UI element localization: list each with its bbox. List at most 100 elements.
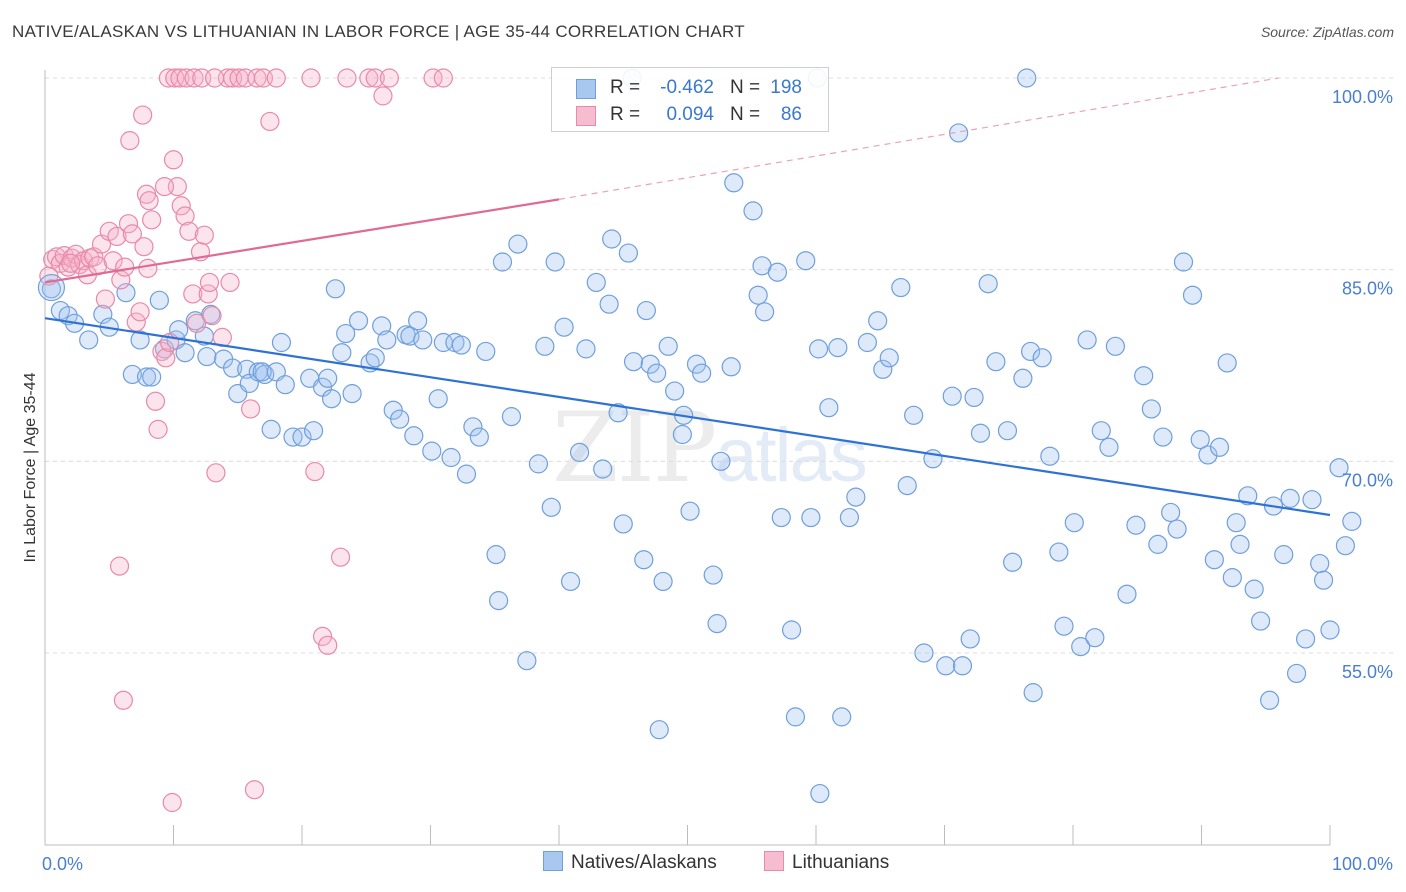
point-natives — [261, 419, 281, 439]
point-natives — [408, 311, 428, 331]
point-natives — [469, 427, 489, 447]
trend-line-lithuanians — [44, 198, 560, 284]
point-natives — [1134, 366, 1154, 386]
point-natives — [1105, 336, 1126, 356]
point-natives — [942, 386, 962, 406]
point-natives — [1148, 534, 1168, 554]
point-natives — [1226, 513, 1246, 533]
point-natives — [914, 643, 934, 663]
point-natives — [1020, 341, 1041, 362]
point-natives — [613, 514, 633, 534]
point-natives — [1230, 534, 1250, 554]
point-natives — [1182, 285, 1203, 305]
point-natives — [404, 426, 424, 446]
point-natives — [275, 375, 295, 395]
point-lithuanians — [148, 419, 168, 439]
point-natives — [781, 620, 802, 640]
point-natives — [1013, 368, 1033, 388]
point-lithuanians — [139, 191, 159, 211]
point-natives — [463, 417, 483, 437]
x-tick-label: 0.0% — [42, 854, 83, 874]
point-natives — [1017, 68, 1037, 88]
point-natives — [796, 251, 816, 271]
point-natives — [1295, 629, 1316, 649]
y-tick-label: 85.0% — [1342, 279, 1393, 299]
point-natives — [122, 364, 142, 385]
point-natives — [1049, 542, 1069, 562]
point-natives — [149, 290, 169, 310]
point-natives — [1167, 519, 1187, 539]
point-lithuanians — [220, 272, 240, 293]
point-natives — [377, 330, 397, 350]
point-natives — [303, 421, 324, 441]
point-natives — [441, 447, 461, 468]
point-natives — [508, 234, 528, 254]
point-lithuanians — [183, 284, 203, 304]
point-natives — [1190, 430, 1210, 450]
point-natives — [1032, 348, 1052, 368]
point-natives — [986, 352, 1006, 372]
point-lithuanians — [118, 214, 139, 234]
point-natives — [636, 300, 656, 321]
point-natives — [1173, 252, 1194, 272]
point-natives — [321, 389, 342, 409]
point-natives — [658, 336, 678, 356]
point-natives — [771, 507, 791, 528]
point-natives — [1274, 545, 1294, 565]
point-natives — [1209, 437, 1230, 457]
point-natives — [1217, 353, 1237, 373]
point-natives — [560, 571, 581, 592]
point-natives — [1204, 550, 1224, 570]
chart-source: Source: ZipAtlas.com — [1260, 24, 1394, 40]
point-lithuanians — [115, 257, 135, 277]
point-natives — [342, 384, 362, 404]
point-natives — [501, 407, 522, 427]
point-lithuanians — [202, 306, 222, 326]
point-lithuanians — [103, 251, 123, 271]
point-natives — [754, 302, 775, 322]
legend-n-label: N = — [730, 77, 761, 98]
point-natives — [879, 348, 899, 368]
point-lithuanians — [122, 224, 142, 244]
point-natives — [332, 343, 352, 363]
y-axis-label: In Labor Force | Age 35-44 — [22, 372, 39, 562]
point-natives — [891, 277, 911, 298]
point-natives — [1222, 568, 1242, 588]
point-natives — [970, 423, 991, 443]
point-lithuanians — [305, 461, 325, 482]
point-natives — [964, 387, 984, 408]
point-natives — [593, 459, 613, 479]
point-natives — [271, 332, 292, 353]
point-natives — [255, 364, 275, 385]
y-tick-label: 55.0% — [1342, 662, 1393, 682]
legend-row-lithuanians: R = 0.094 N = 86 — [552, 101, 828, 129]
point-natives — [808, 339, 829, 359]
point-natives — [428, 389, 448, 409]
point-lithuanians — [109, 556, 130, 576]
point-lithuanians — [142, 210, 162, 230]
point-lithuanians — [113, 690, 133, 710]
point-lithuanians — [134, 237, 154, 257]
point-natives — [634, 550, 654, 570]
point-lithuanians — [156, 348, 176, 368]
point-lithuanians — [433, 68, 453, 88]
legend-n-value: 198 — [770, 77, 802, 98]
point-lithuanians — [171, 196, 191, 216]
point-lithuanians — [95, 289, 115, 309]
point-natives — [1260, 690, 1280, 710]
point-natives — [325, 279, 346, 299]
point-natives — [252, 362, 272, 382]
point-lithuanians — [337, 68, 357, 88]
point-natives — [1077, 330, 1097, 350]
point-natives — [647, 363, 667, 383]
point-lithuanians — [175, 206, 195, 226]
point-natives — [130, 330, 150, 350]
legend-r-label: R = — [610, 104, 641, 125]
point-natives — [116, 283, 136, 303]
point-lithuanians — [130, 302, 150, 322]
point-natives — [602, 229, 622, 249]
point-natives — [672, 424, 692, 445]
point-natives — [680, 501, 700, 521]
point-natives — [569, 442, 590, 462]
point-natives — [1091, 421, 1111, 441]
